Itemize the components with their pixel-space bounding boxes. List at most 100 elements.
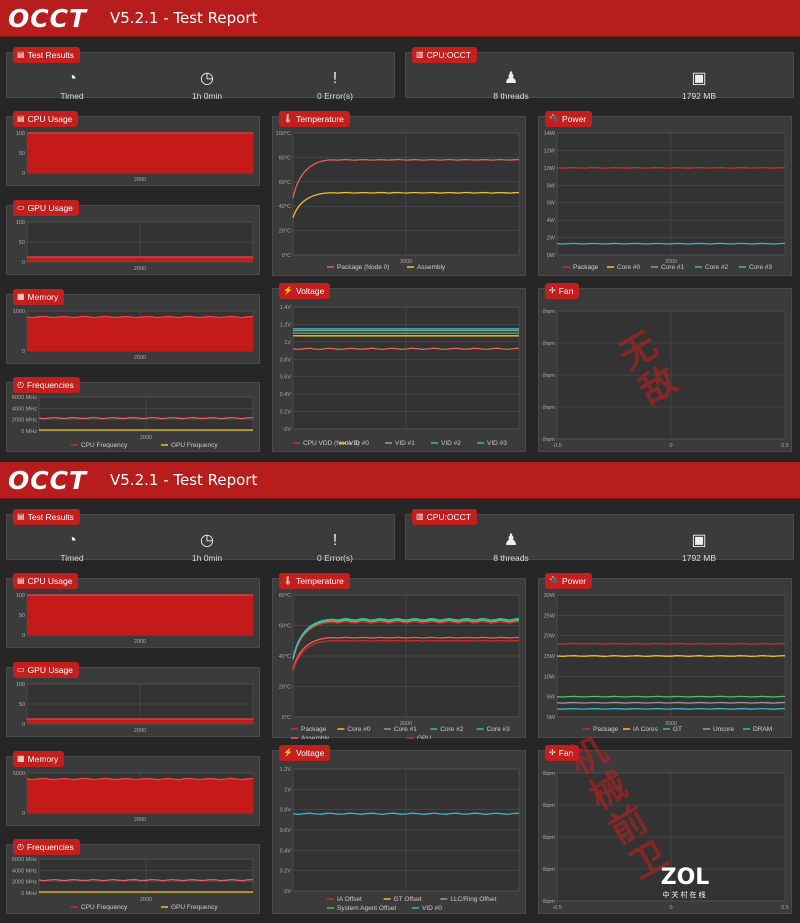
temperature-panel: 🌡 Temperature 100°C 80°C 60°C 40°C 20°C 0°C 2000… [272,111,526,276]
y-tick-label: 10W [544,674,556,680]
y-tick-label: 25W [544,613,556,619]
temp-series-1 [332,191,520,194]
y-tick-label: 2W [547,236,556,242]
thermometer-icon: 🌡 [283,576,294,585]
stat-duration: ◷ 1h 0min [162,531,252,563]
legend-label: VID #2 [441,440,461,447]
gpu-usage-panel: ▭ GPU Usage 100 50 0 2000 [6,662,260,737]
zol-brand: ZOL [660,865,710,890]
panel-title: CPU Usage [27,576,73,586]
test-report-1: OCCT V5.2.1 - Test Report ▤ Test Results ◔ Ti… [0,0,800,461]
fan-badge: ✢ Fan [545,745,580,761]
y-tick-label: 0 [22,722,25,728]
cpu-usage-icon: ▤ [17,114,25,123]
cpu-usage-panel: ▤ CPU Usage 100 50 0 2000 [6,573,260,648]
power-chart: 30W 25W 20W 15W 10W 5W 0W 2000 Package IA Cores GT… [544,593,786,733]
memory-fill [27,779,253,813]
y-tick-label: 0 MHz [21,429,37,435]
panel-title: Temperature [296,114,344,124]
panel-title: Voltage [295,286,325,296]
temp-series-3 [332,619,520,623]
legend-label: Package (Node 0) [337,264,389,271]
cpu-occt-panel: ▥ CPU:OCCT ♟ 8 threads ▣ 1792 MB [405,509,794,563]
fan-x-tick: 0 [669,443,672,449]
logo-text: OCCT [8,468,88,492]
memory-icon: ▦ [17,754,25,763]
legend-label: Core #0 [347,726,371,733]
y-tick-label: 0V [284,889,291,895]
fan-panel: ✢ Fan 0rpm 0rpm 0rpm 0rpm 0rpm -0.5 0 0.5 [538,745,792,914]
y-tick-label: 4000 MHz [12,406,37,412]
y-tick-label: 50 [19,151,25,157]
frequencies-badge: ◴ Frequencies [13,377,80,393]
report-title: V5.2.1 - Test Report [110,9,258,27]
panel-title: Memory [27,754,59,764]
cpu-occt-badge: ▥ CPU:OCCT [412,509,477,525]
x-tick-label: 2000 [400,721,412,727]
stat-value: 1792 MB [681,553,717,563]
y-tick-label: 10W [544,166,556,172]
legend-label: CPU Frequency [81,904,128,911]
stat-errors: ! 0 Error(s) [290,531,380,563]
temp-series-5 [332,636,520,639]
y-tick-label: 0rpm [542,373,555,379]
stat-value: 8 threads [493,553,529,563]
legend-label: Core #2 [705,264,729,271]
legend-label: CPU Frequency [81,442,128,449]
thermometer-icon: 🌡 [283,114,294,123]
chip-icon: ▣ [691,532,707,549]
stat-errors: ! 0 Error(s) [290,69,380,101]
power-panel: 🔌 Power 14W 12W 10W 8W 6W 4W 2W 0W 2000 Package Core… [538,111,792,276]
worker-icon: ♟ [503,70,519,87]
y-tick-label: 0 [22,171,25,177]
stat-memory: ▣ 1792 MB [654,69,744,101]
stat-value: 1h 0min [191,91,223,101]
y-tick-label: 1.2V [280,767,292,773]
temperature-chart: 100°C 80°C 60°C 40°C 20°C 0°C 2000 Package (Nod… [276,131,520,271]
y-tick-label: 0rpm [542,835,555,841]
power-panel: 🔌 Power 30W 25W 20W 15W 10W 5W 0W 2000 Package IA C… [538,573,792,738]
legend-label: Core #3 [749,264,773,271]
stat-value: 1792 MB [681,91,717,101]
logo-text: OCCT [8,6,88,30]
battery-icon: ⚡ [283,748,293,757]
y-tick-label: 0V [284,427,291,433]
y-tick-label: 20W [544,634,556,640]
legend-label: Core #0 [617,264,641,271]
fan-x-tick: -0.5 [552,905,561,911]
temp-rise-0 [292,159,334,199]
gpu-usage-badge: ▭ GPU Usage [13,200,79,216]
x-tick-label: 2000 [134,177,146,183]
y-tick-label: 40°C [279,654,291,660]
y-tick-label: 0 [22,260,25,266]
fan-x-tick: 0 [669,905,672,911]
memory-fill [27,317,253,351]
y-tick-label: 0W [547,253,556,259]
stat-duration: ◷ 1h 0min [162,69,252,101]
panel-title: GPU Usage [27,665,73,675]
panel-title: Fan [558,286,574,296]
voltage-chart: 1.2V 1V 0.8V 0.6V 0.4V 0.2V 0V IA Offset GT Offs… [280,767,520,912]
legend-label: VID #1 [395,440,415,447]
power-chart: 14W 12W 10W 8W 6W 4W 2W 0W 2000 Package Core #0 Cor… [544,131,786,271]
panel-title: CPU:OCCT [426,512,471,522]
y-tick-label: 2000 MHz [12,418,37,424]
stat-value: 0 Error(s) [317,91,353,101]
fan-icon: ✢ [549,286,556,295]
error-icon: ! [332,532,338,549]
battery-icon: ⚡ [283,286,293,295]
x-tick-label: 2000 [665,259,677,265]
gpu-usage-icon: ▭ [17,203,25,212]
legend-label: System Agent Offset [337,905,396,912]
power-series-0 [556,642,786,645]
gpu-usage-fill [27,719,253,724]
memory-line [26,315,254,319]
fan-x-tick: 0.5 [781,905,789,911]
memory-chart: 5000 0 2000 [13,771,254,823]
test-results-panel: ▤ Test Results ◔ Timed ◷ 1h 0min! 0 Error(s) [6,47,395,101]
test-report-2: OCCT V5.2.1 - Test Report ▤ Test Results ◔ Ti… [0,462,800,923]
y-tick-label: 80°C [279,155,291,161]
voltage-series-0 [292,347,520,351]
timer-icon: ◷ [200,532,214,549]
